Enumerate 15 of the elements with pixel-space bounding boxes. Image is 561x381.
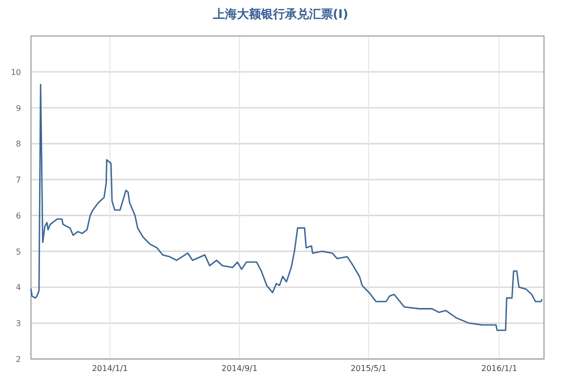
x-tick-label: 2014/1/1	[92, 364, 128, 373]
y-tick-label: 6	[16, 211, 21, 220]
line-series	[30, 84, 543, 331]
x-tick-label: 2016/1/1	[481, 364, 518, 373]
x-tick-label: 2015/5/1	[350, 364, 387, 373]
y-tick-label: 9	[16, 104, 21, 113]
x-tick-label: 2014/9/1	[222, 364, 258, 373]
y-tick-label: 2	[16, 355, 21, 364]
y-tick-label: 10	[10, 68, 21, 77]
y-tick-label: 7	[16, 176, 21, 185]
y-tick-label: 4	[16, 283, 21, 292]
y-tick-label: 5	[16, 247, 21, 256]
y-tick-label: 3	[16, 319, 21, 328]
y-tick-label: 8	[16, 140, 21, 149]
chart-title: 上海大额银行承兑汇票(Ⅰ)	[212, 7, 348, 21]
